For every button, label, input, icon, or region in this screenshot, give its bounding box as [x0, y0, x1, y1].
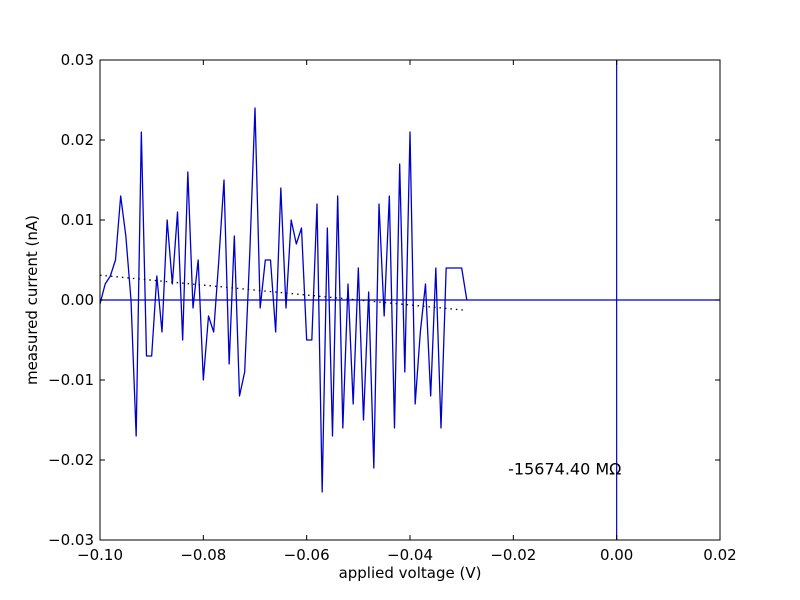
x-tick-label: −0.04: [387, 546, 433, 564]
resistance-annotation: -15674.40 MΩ: [508, 459, 621, 478]
x-tick-label: −0.08: [180, 546, 226, 564]
x-tick-label: 0.02: [703, 546, 736, 564]
x-axis: −0.10 −0.08 −0.06 −0.04 −0.02 0.00 0.02: [77, 60, 737, 564]
x-tick-label: −0.02: [490, 546, 536, 564]
y-tick-label: −0.01: [48, 371, 94, 389]
annotations: -15674.40 MΩ: [508, 459, 621, 478]
y-tick-label: −0.02: [48, 451, 94, 469]
current-series-line: [99, 107, 468, 493]
y-axis-title: measured current (nA): [23, 215, 41, 385]
fit-line: [99, 274, 467, 312]
x-tick-label: −0.06: [284, 546, 330, 564]
x-tick-label: −0.10: [77, 546, 123, 564]
y-axis: −0.03 −0.02 −0.01 0.00 0.01 0.02 0.03: [48, 51, 720, 549]
y-tick-label: 0.03: [61, 51, 94, 69]
y-tick-label: 0.01: [61, 211, 94, 229]
series-layer: [99, 107, 468, 493]
x-axis-title: applied voltage (V): [339, 564, 482, 582]
y-tick-label: −0.03: [48, 531, 94, 549]
reference-lines: [100, 60, 720, 540]
y-tick-label: 0.02: [61, 131, 94, 149]
y-tick-label: 0.00: [61, 291, 94, 309]
x-tick-label: 0.00: [600, 546, 633, 564]
